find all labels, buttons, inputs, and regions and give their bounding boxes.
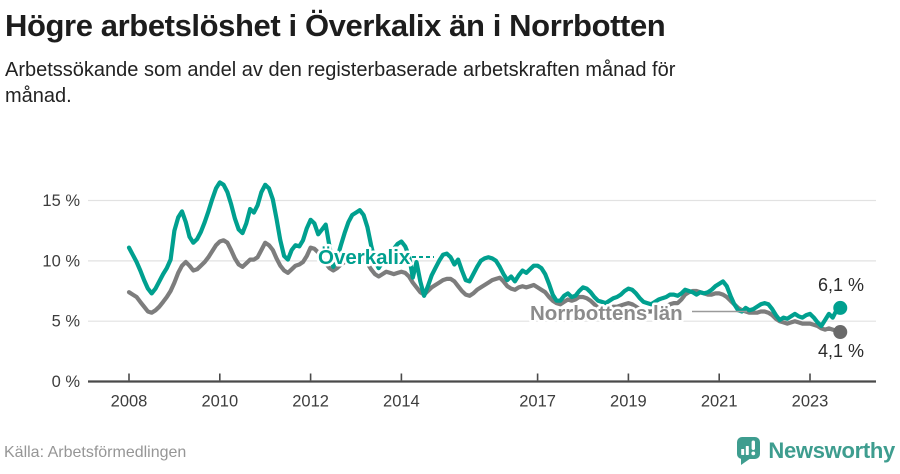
chart-subtitle-line1: Arbetssökande som andel av den registerb… <box>5 58 676 81</box>
end-dot-norrbotten <box>833 325 848 340</box>
chart-header: Högre arbetslöshet i Överkalix än i Norr… <box>5 8 895 109</box>
series-line-norrbotten <box>126 238 843 335</box>
y-tick-label-5: 5 % <box>52 313 81 331</box>
end-dot-overkalix <box>833 300 848 315</box>
series-label-norrbotten: Norrbottens län <box>530 302 683 325</box>
chart-subtitle: Arbetssökande som andel av den registerb… <box>5 57 895 110</box>
series-line-overkalix <box>126 180 843 329</box>
newsworthy-logo: Newsworthy <box>737 437 895 465</box>
x-tick-label-2010: 2010 <box>201 393 238 411</box>
y-tick-label-15: 15 % <box>42 192 80 210</box>
x-tick-label-2008: 2008 <box>111 393 148 411</box>
y-tick-label-10: 10 % <box>42 252 80 270</box>
series-label-overkalix: Överkalix <box>318 246 411 269</box>
x-tick-label-2012: 2012 <box>292 393 329 411</box>
chart-subtitle-line2: månad. <box>5 85 72 108</box>
newsworthy-bubble-chart-icon <box>737 437 761 465</box>
x-tick-label-2014: 2014 <box>383 393 420 411</box>
end-value-label-overkalix: 6,1 % <box>818 275 864 295</box>
x-tick-label-2023: 2023 <box>792 393 829 411</box>
x-tick-label-2021: 2021 <box>701 393 738 411</box>
end-value-label-norrbotten: 4,1 % <box>818 341 864 361</box>
x-tick-label-2019: 2019 <box>610 393 647 411</box>
unemployment-line-chart: Överkalix Norrbottens län 6,1 % 4,1 % 2008 20… <box>42 180 876 411</box>
y-tick-label-0: 0 % <box>52 373 81 391</box>
newsworthy-wordmark: Newsworthy <box>768 438 895 463</box>
x-tick-label-2017: 2017 <box>519 393 556 411</box>
source-note: Källa: Arbetsförmedlingen <box>4 444 187 461</box>
chart-title: Högre arbetslöshet i Överkalix än i Norr… <box>5 8 666 43</box>
